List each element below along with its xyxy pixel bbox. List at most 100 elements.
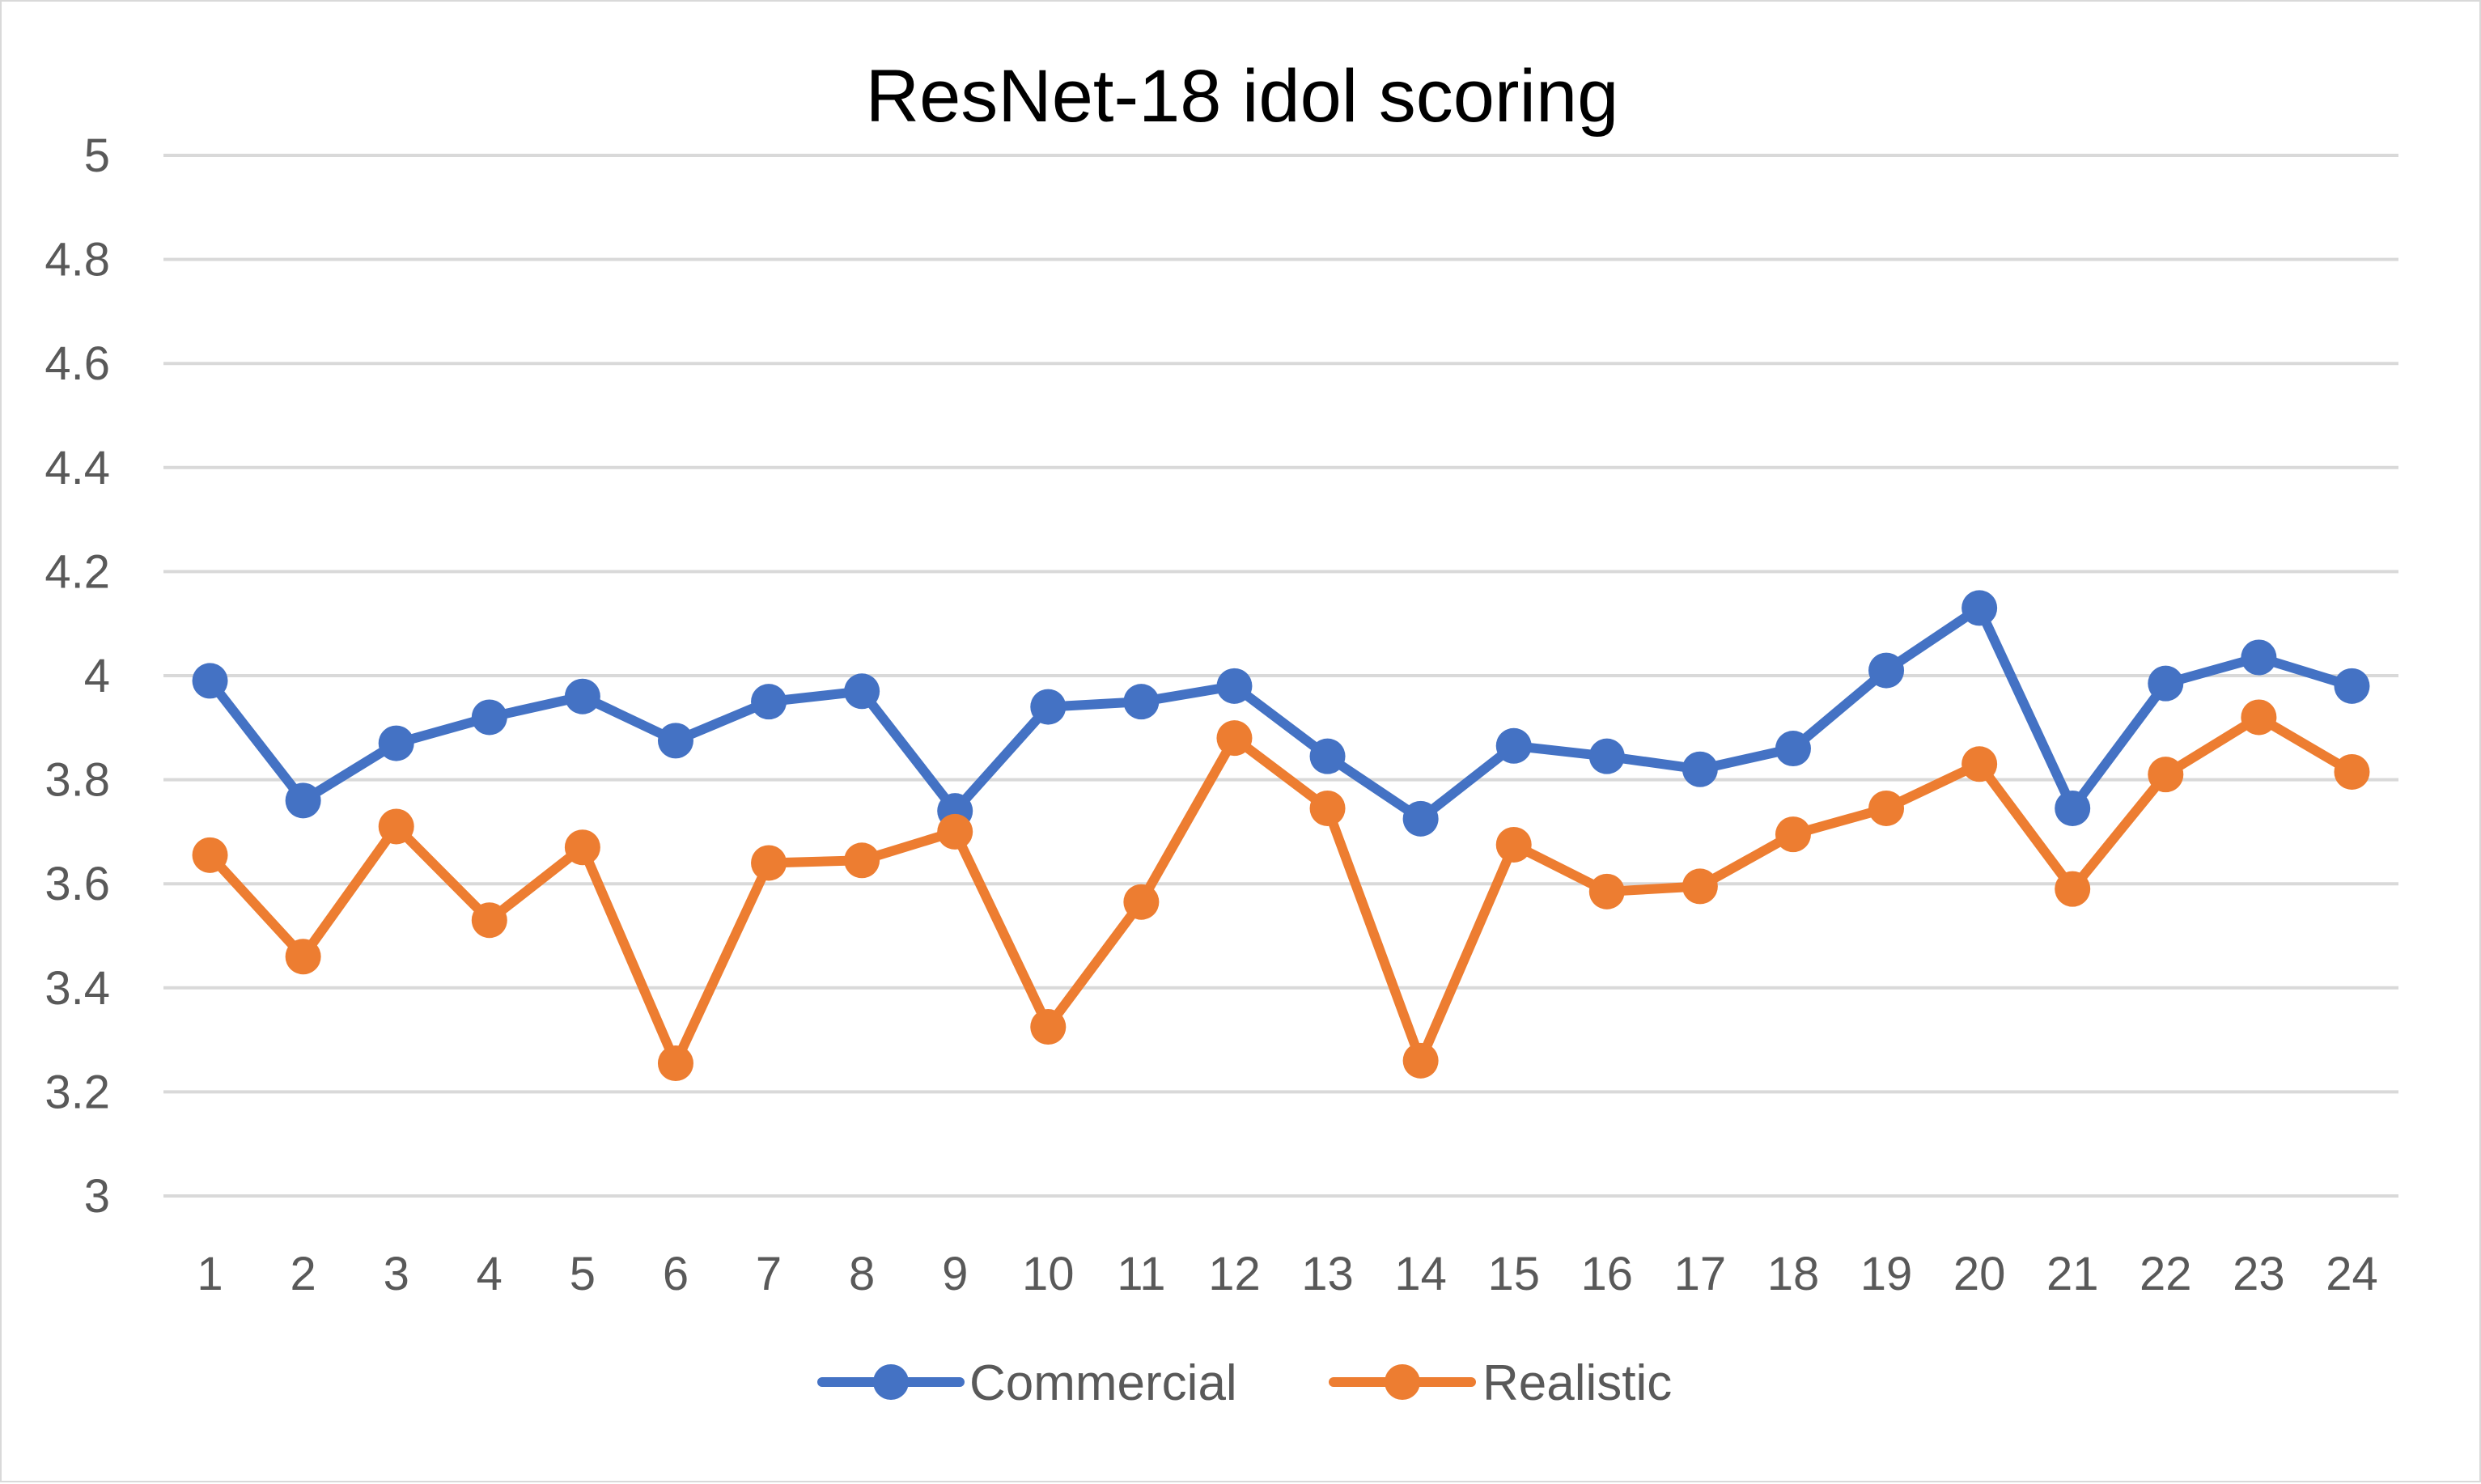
y-tick-label: 4.4 [45, 442, 110, 494]
y-tick-label: 3.8 [45, 754, 110, 807]
series-line-realistic [205, 712, 2357, 1069]
data-point [285, 782, 321, 819]
x-tick-label: 8 [849, 1248, 875, 1300]
x-tick-label: 2 [290, 1248, 316, 1300]
data-point [1123, 884, 1160, 920]
x-tick-label: 14 [1394, 1248, 1447, 1300]
x-tick-label: 13 [1301, 1248, 1354, 1300]
x-tick-label: 5 [570, 1248, 596, 1300]
y-tick-label: 5 [84, 129, 110, 182]
x-tick-label: 18 [1767, 1248, 1820, 1300]
data-point [1123, 684, 1160, 720]
data-point [471, 699, 507, 736]
data-point [564, 829, 600, 866]
x-tick-label: 15 [1487, 1248, 1540, 1300]
data-point [1682, 751, 1718, 787]
data-point [2148, 665, 2184, 702]
data-point [657, 723, 693, 759]
x-tick-label: 4 [477, 1248, 503, 1300]
y-tick-label: 4.8 [45, 234, 110, 286]
data-point [1588, 873, 1625, 909]
data-point [1868, 790, 1905, 826]
data-point [844, 673, 880, 710]
x-tick-label: 6 [663, 1248, 689, 1300]
legend: Commercial Realistic [817, 1355, 1672, 1411]
data-point [1868, 652, 1905, 689]
y-tick-label: 3 [84, 1170, 110, 1223]
legend-item-commercial: Commercial [817, 1355, 1237, 1411]
data-point [2334, 668, 2370, 704]
series-line-commercial [205, 603, 2357, 824]
x-tick-label: 7 [756, 1248, 782, 1300]
data-point [1216, 720, 1253, 757]
data-point [1682, 868, 1718, 905]
legend-swatch-marker [1385, 1364, 1420, 1400]
y-tick-label: 3.4 [45, 962, 110, 1015]
data-point [2148, 757, 2184, 793]
data-point [1309, 738, 1346, 774]
data-point [1402, 800, 1439, 837]
data-point [564, 678, 600, 714]
data-point [192, 837, 228, 873]
x-tick-label: 10 [1022, 1248, 1075, 1300]
data-point [2241, 699, 2277, 736]
x-tick-label: 16 [1581, 1248, 1634, 1300]
data-point [1495, 826, 1532, 863]
data-point [1495, 727, 1532, 764]
y-tick-label: 3.2 [45, 1066, 110, 1118]
x-tick-label: 12 [1208, 1248, 1261, 1300]
gridlines [163, 154, 2398, 1198]
data-point [1961, 746, 1998, 782]
series-layer [192, 590, 2370, 1082]
legend-label: Commercial [969, 1355, 1237, 1411]
data-point [1402, 1042, 1439, 1079]
data-point [2055, 790, 2091, 826]
x-tick-label: 22 [2140, 1248, 2192, 1300]
data-point [192, 663, 228, 699]
y-axis-tick-labels: 3 3.2 3.4 3.6 3.8 4 4.2 4.4 4.6 4.8 5 [45, 129, 110, 1223]
data-point [657, 1045, 693, 1082]
x-tick-label: 19 [1860, 1248, 1913, 1300]
x-axis-tick-labels: 1 2 3 4 5 6 7 8 9 10 11 12 13 14 15 16 17 18 19 20 21 22 23 24 [197, 1248, 2377, 1300]
y-tick-label: 3.6 [45, 858, 110, 910]
x-tick-label: 17 [1674, 1248, 1727, 1300]
series-realistic [192, 699, 2370, 1082]
chart-title: ResNet-18 idol scoring [866, 55, 1619, 138]
x-tick-label: 3 [384, 1248, 409, 1300]
data-point [1775, 816, 1811, 853]
data-point [1216, 668, 1253, 704]
data-point [937, 813, 973, 850]
data-point [378, 725, 414, 761]
data-point [1030, 689, 1067, 725]
legend-label: Realistic [1482, 1355, 1672, 1411]
data-point [2241, 639, 2277, 676]
y-tick-label: 4.2 [45, 545, 110, 598]
series-commercial [192, 590, 2370, 837]
x-tick-label: 9 [942, 1248, 968, 1300]
data-point [1961, 590, 1998, 626]
x-tick-label: 24 [2326, 1248, 2378, 1300]
data-point [751, 845, 787, 881]
x-tick-label: 1 [197, 1248, 223, 1300]
y-tick-label: 4.6 [45, 337, 110, 390]
x-tick-label: 20 [1953, 1248, 2006, 1300]
y-tick-label: 4 [84, 650, 110, 702]
data-point [1588, 738, 1625, 774]
data-point [285, 939, 321, 975]
data-point [1775, 731, 1811, 767]
data-point [844, 842, 880, 879]
x-tick-label: 23 [2233, 1248, 2285, 1300]
legend-swatch-marker [873, 1364, 909, 1400]
data-point [2055, 871, 2091, 907]
x-tick-label: 11 [1117, 1248, 1165, 1300]
legend-item-realistic: Realistic [1329, 1355, 1672, 1411]
data-point [751, 684, 787, 720]
x-tick-label: 21 [2046, 1248, 2099, 1300]
data-point [1309, 790, 1346, 826]
data-point [378, 808, 414, 845]
data-point [1030, 1009, 1067, 1045]
data-point [471, 902, 507, 939]
data-point [2334, 753, 2370, 790]
